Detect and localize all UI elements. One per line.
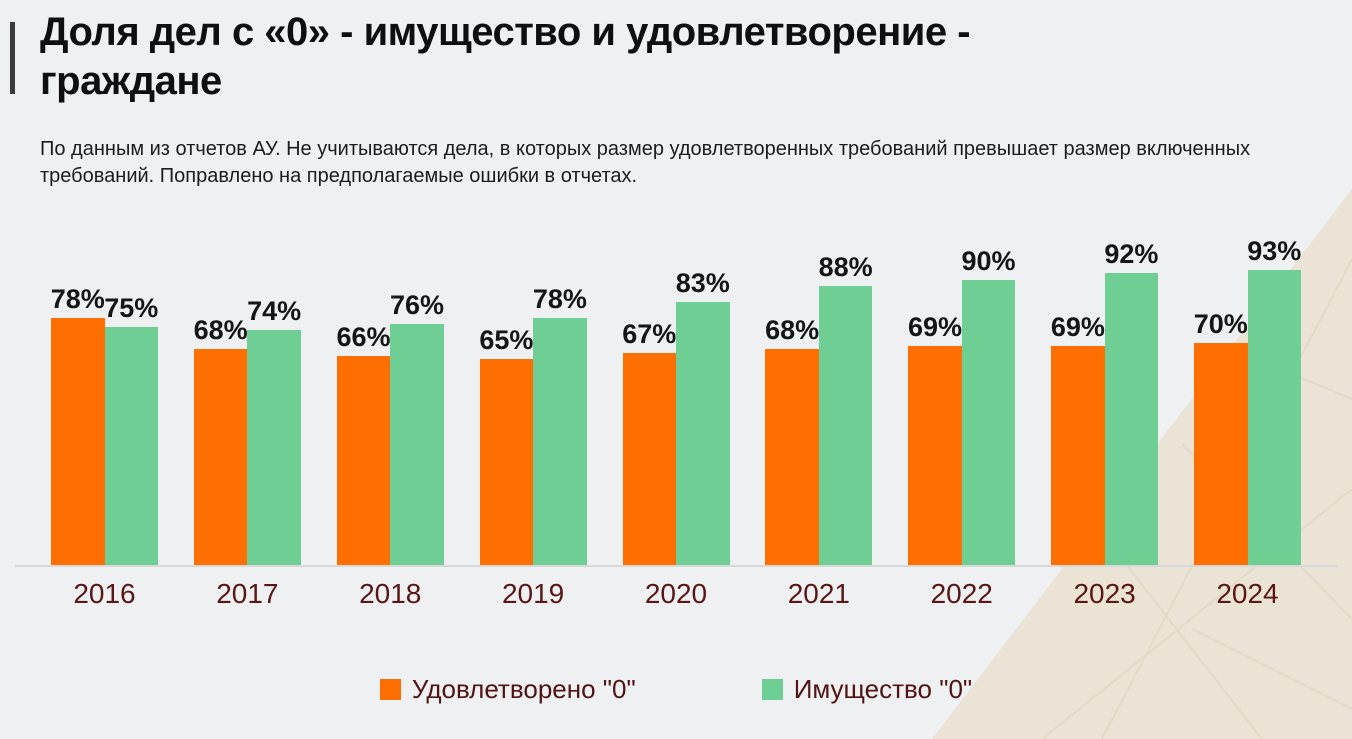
x-tick-2016: 2016 <box>73 578 136 609</box>
bar-group-2022: 69% 90% <box>908 225 1016 565</box>
bar-group-2023: 69% 92% <box>1051 225 1158 565</box>
bar-group-2019: 65% 78% <box>479 225 587 565</box>
legend-swatch-property <box>761 679 783 700</box>
x-tick-2019: 2019 <box>501 578 565 609</box>
bar-value-label: 78% <box>50 284 105 314</box>
bar-2024-satisfied[interactable]: 70% <box>1194 309 1248 565</box>
x-tick-2020: 2020 <box>644 578 708 609</box>
bar-2022-satisfied[interactable]: 69% <box>908 312 962 565</box>
bar-2018-property[interactable]: 76% <box>390 290 444 565</box>
legend-label-satisfied: Удовлетворено "0" <box>411 674 636 704</box>
bar-value-label: 74% <box>247 296 302 326</box>
bar-value-label: 70% <box>1193 309 1248 339</box>
bar-2016-property[interactable]: 75% <box>104 293 158 565</box>
bar-2021-satisfied[interactable]: 68% <box>765 315 819 565</box>
bar-group-2020: 67% 83% <box>622 225 730 565</box>
x-tick-2018: 2018 <box>359 578 422 609</box>
bar-2019-satisfied[interactable]: 65% <box>479 325 533 565</box>
subtitle: По данным из отчетов АУ. Не учитываются … <box>40 138 1251 187</box>
bar-group-2021: 68% 88% <box>765 225 873 565</box>
bar-groups: 78% 75% 68% 74% 66% 76% 65% 78% 67% 83% 68% 88% 69% 9… <box>0 225 1352 565</box>
bar-2019-property[interactable]: 78% <box>533 284 587 565</box>
bar-2016-satisfied[interactable]: 78% <box>51 284 105 565</box>
legend-label-property: Имущество "0" <box>793 674 973 704</box>
bar-2017-satisfied[interactable]: 68% <box>194 315 248 565</box>
page-title-line2: граждане <box>40 59 222 103</box>
bar-2022-property[interactable]: 90% <box>961 246 1016 565</box>
bar-group-2016: 78% 75% <box>51 225 158 565</box>
bar-2021-property[interactable]: 88% <box>819 252 873 565</box>
bar-2017-property[interactable]: 74% <box>247 296 301 565</box>
x-tick-2017: 2017 <box>216 578 279 609</box>
bar-value-label: 67% <box>622 319 677 349</box>
bar-2023-property[interactable]: 92% <box>1104 239 1158 565</box>
bar-value-label: 92% <box>1104 239 1159 269</box>
x-tick-2022: 2022 <box>930 578 993 609</box>
bar-group-2017: 68% 74% <box>194 225 301 565</box>
bar-value-label: 78% <box>532 284 587 314</box>
bar-value-label: 68% <box>193 315 248 345</box>
page-title: Доля дел с «0» - имущество и удовлетворе… <box>40 8 1330 106</box>
bar-2020-satisfied[interactable]: 67% <box>622 319 676 565</box>
title-accent-bar <box>10 22 15 94</box>
bar-value-label: 68% <box>765 315 820 345</box>
x-tick-2023: 2023 <box>1073 578 1136 609</box>
legend-item-satisfied[interactable]: Удовлетворено "0" <box>379 674 636 705</box>
bar-chart: 78% 75% 68% 74% 66% 76% 65% 78% 67% 83% 68% 88% 69% 9… <box>0 225 1352 705</box>
bar-value-label: 75% <box>104 293 159 323</box>
bar-value-label: 66% <box>336 322 391 352</box>
x-tick-2021: 2021 <box>787 578 851 609</box>
bar-2023-satisfied[interactable]: 69% <box>1051 312 1105 565</box>
bar-value-label: 88% <box>818 252 873 282</box>
bar-value-label: 76% <box>389 290 445 320</box>
bar-group-2024: 70% 93% <box>1194 225 1301 565</box>
bar-2020-property[interactable]: 83% <box>676 268 730 565</box>
legend: Удовлетворено "0" Имущество "0" <box>0 674 1352 705</box>
x-tick-2024: 2024 <box>1216 578 1279 609</box>
bar-value-label: 69% <box>907 312 963 342</box>
x-axis-labels: 2016 2017 2018 2019 2020 2021 2022 2023 2024 <box>0 578 1352 610</box>
bar-value-label: 90% <box>961 246 1016 276</box>
bar-value-label: 93% <box>1247 236 1302 266</box>
legend-swatch-satisfied <box>379 679 401 700</box>
bar-value-label: 65% <box>479 325 534 355</box>
bar-2018-satisfied[interactable]: 66% <box>336 322 391 565</box>
bar-value-label: 69% <box>1050 312 1105 342</box>
page-title-line1: Доля дел с «0» - имущество и удовлетворе… <box>40 10 971 54</box>
legend-item-property[interactable]: Имущество "0" <box>761 674 973 705</box>
bar-2024-property[interactable]: 93% <box>1247 236 1301 565</box>
x-axis-line <box>15 565 1337 567</box>
bar-value-label: 83% <box>675 268 730 298</box>
bar-group-2018: 66% 76% <box>336 225 444 565</box>
